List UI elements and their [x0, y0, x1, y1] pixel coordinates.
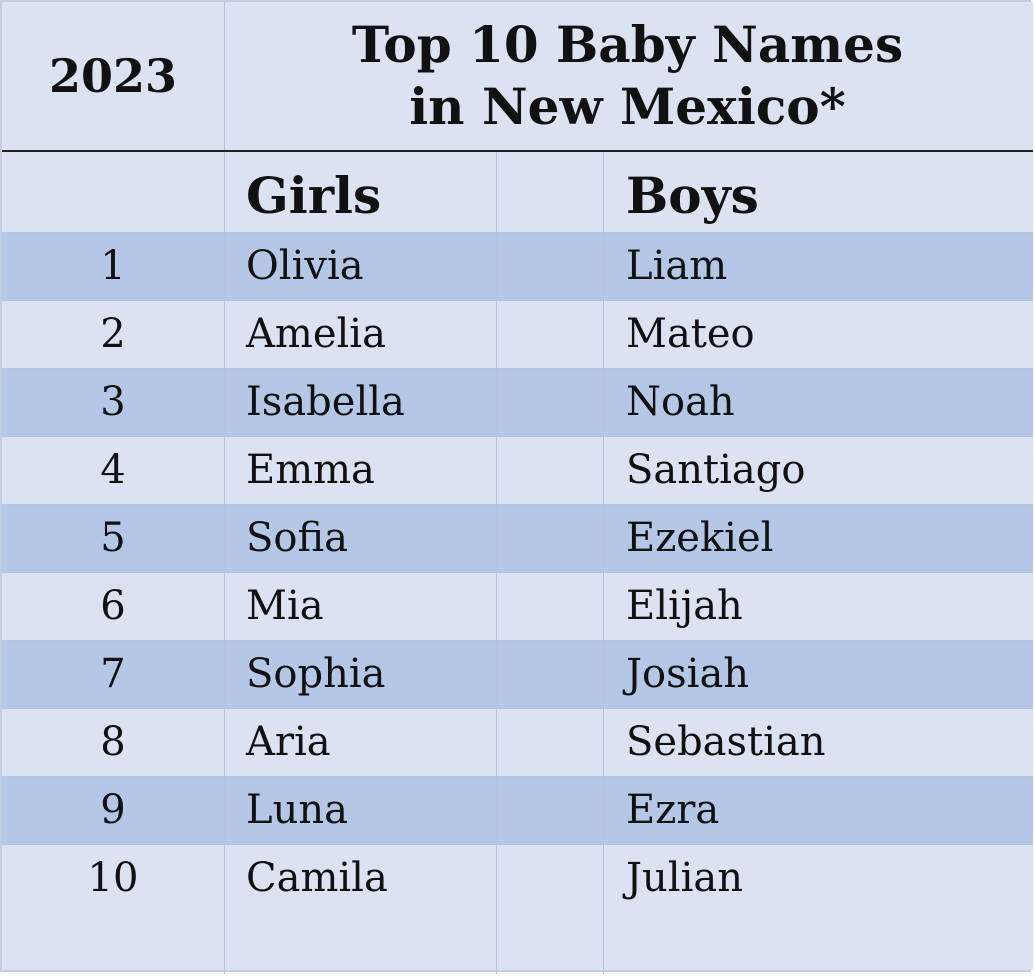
- girl-name-cell: Sophia: [246, 651, 386, 697]
- rank-cell: 3: [100, 379, 126, 425]
- row-divider: [2, 436, 1033, 437]
- table-row: 6 Mia Elijah: [2, 572, 1033, 640]
- rank-cell: 7: [100, 651, 126, 697]
- year-label: 2023: [48, 49, 178, 103]
- column-divider: [603, 152, 604, 974]
- boy-name-cell: Julian: [626, 855, 743, 901]
- rank-cell: 4: [100, 447, 126, 493]
- girl-name-cell: Emma: [246, 447, 375, 493]
- rank-cell: 6: [100, 583, 126, 629]
- boy-name-cell: Noah: [626, 379, 735, 425]
- rank-cell: 2: [100, 311, 126, 357]
- table-row: 3 Isabella Noah: [2, 368, 1033, 436]
- column-header-row: Girls Boys: [2, 152, 1033, 232]
- column-divider: [496, 152, 497, 974]
- row-divider: [2, 572, 1033, 573]
- table-row: 2 Amelia Mateo: [2, 300, 1033, 368]
- girl-name-cell: Isabella: [246, 379, 405, 425]
- girl-name-cell: Luna: [246, 787, 348, 833]
- rank-cell: 9: [100, 787, 126, 833]
- girl-name-cell: Aria: [246, 719, 331, 765]
- column-divider: [224, 152, 225, 974]
- row-divider: [2, 844, 1033, 845]
- table-row: 8 Aria Sebastian: [2, 708, 1033, 776]
- table-row: 9 Luna Ezra: [2, 776, 1033, 844]
- row-divider: [2, 368, 1033, 369]
- title-line-1: Top 10 Baby Names: [351, 15, 904, 74]
- girl-name-cell: Sofia: [246, 515, 349, 561]
- table-row: 4 Emma Santiago: [2, 436, 1033, 504]
- boy-name-cell: Liam: [626, 243, 728, 289]
- boy-name-cell: Ezekiel: [626, 515, 774, 561]
- rank-cell: 5: [100, 515, 126, 561]
- boy-name-cell: Josiah: [626, 651, 750, 697]
- table-row: 5 Sofia Ezekiel: [2, 504, 1033, 572]
- rank-cell: 10: [87, 855, 139, 901]
- table-title: Top 10 Baby Names in New Mexico*: [224, 2, 1030, 150]
- row-divider: [2, 300, 1033, 301]
- girl-name-cell: Camila: [246, 855, 388, 901]
- row-divider: [2, 708, 1033, 709]
- row-divider: [2, 504, 1033, 505]
- column-header-boys: Boys: [626, 166, 759, 225]
- title-line-2: in New Mexico*: [409, 77, 846, 136]
- row-divider: [2, 640, 1033, 641]
- girl-name-cell: Mia: [246, 583, 324, 629]
- table-header: 2023 Top 10 Baby Names in New Mexico*: [2, 2, 1033, 152]
- boy-name-cell: Mateo: [626, 311, 755, 357]
- row-divider: [2, 232, 1033, 233]
- boy-name-cell: Santiago: [626, 447, 806, 493]
- table-row: 1 Olivia Liam: [2, 232, 1033, 300]
- boy-name-cell: Sebastian: [626, 719, 826, 765]
- table-row: 10 Camila Julian: [2, 844, 1033, 970]
- boy-name-cell: Elijah: [626, 583, 743, 629]
- rank-cell: 8: [100, 719, 126, 765]
- rank-cell: 1: [100, 243, 126, 289]
- column-header-girls: Girls: [246, 166, 382, 225]
- girl-name-cell: Olivia: [246, 243, 364, 289]
- boy-name-cell: Ezra: [626, 787, 720, 833]
- row-divider: [2, 776, 1033, 777]
- table-row: 7 Sophia Josiah: [2, 640, 1033, 708]
- girl-name-cell: Amelia: [246, 311, 386, 357]
